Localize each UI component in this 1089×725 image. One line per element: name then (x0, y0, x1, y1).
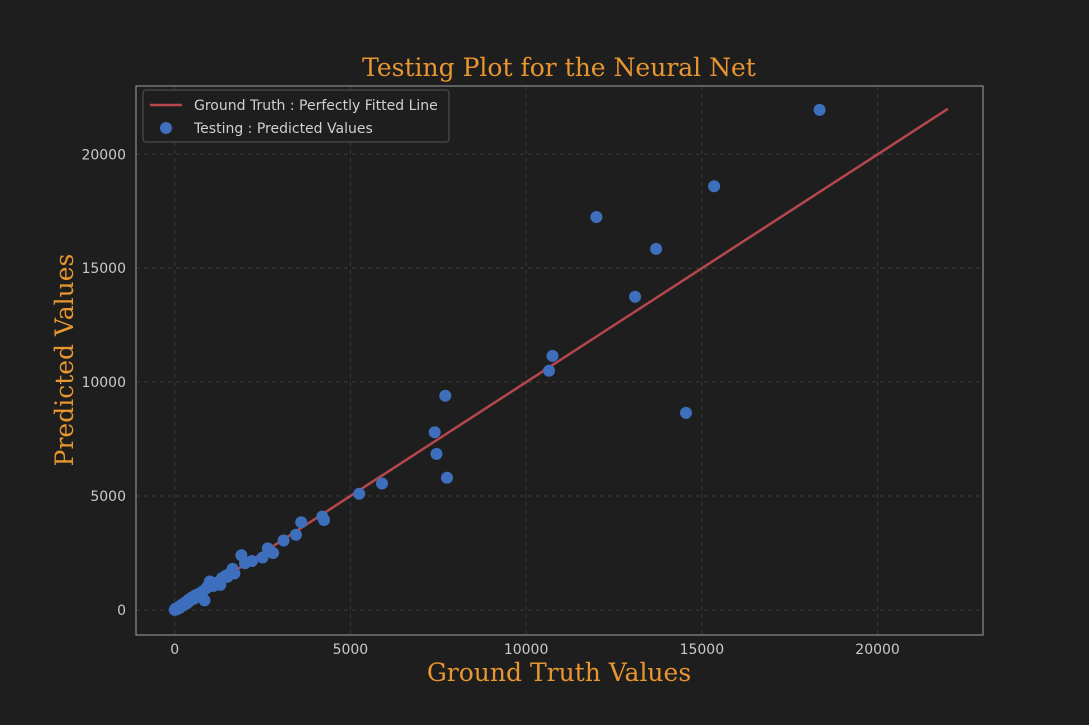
x-tick-label: 0 (170, 642, 179, 658)
data-point (428, 426, 441, 439)
data-points (168, 103, 826, 616)
data-point (813, 103, 826, 116)
x-axis-label: Ground Truth Values (427, 658, 691, 687)
data-point (543, 364, 555, 377)
data-point (439, 389, 452, 402)
data-point (376, 477, 388, 490)
y-tick-label: 20000 (81, 147, 126, 163)
data-point (295, 516, 308, 529)
data-point (267, 547, 280, 559)
legend: Ground Truth : Perfectly Fitted Line Tes… (142, 89, 450, 143)
data-point (546, 349, 559, 362)
data-point (650, 242, 663, 255)
chart-title: Testing Plot for the Neural Net (362, 53, 756, 82)
y-tick-label: 10000 (81, 375, 126, 391)
data-point (353, 487, 366, 500)
plot-frame (135, 85, 984, 636)
data-point (277, 534, 290, 547)
data-point (228, 567, 241, 580)
data-point (441, 471, 453, 484)
x-tick-label: 15000 (680, 642, 725, 658)
data-point (680, 406, 692, 419)
y-tick-label: 15000 (81, 261, 126, 277)
data-point (318, 514, 330, 526)
legend-label-predicted: Testing : Predicted Values (193, 121, 373, 137)
legend-box (142, 89, 450, 143)
data-point (629, 290, 642, 303)
y-axis-label: Predicted Values (50, 254, 79, 467)
legend-marker-swatch (160, 122, 172, 134)
tick-labels: 0 5000 10000 15000 20000 0 5000 10000 15000 20000 (81, 147, 899, 658)
x-tick-label: 10000 (504, 642, 549, 658)
y-tick-label: 0 (117, 603, 126, 619)
data-point (198, 594, 211, 607)
y-tick-label: 5000 (90, 489, 126, 505)
x-tick-label: 5000 (333, 642, 369, 658)
data-point (256, 551, 269, 564)
data-point (246, 555, 258, 567)
x-tick-label: 20000 (855, 642, 900, 658)
data-point (430, 447, 443, 460)
grid-lines (136, 86, 983, 635)
data-point (289, 528, 302, 541)
legend-label-fit-line: Ground Truth : Perfectly Fitted Line (194, 98, 438, 114)
data-point (590, 211, 603, 223)
data-point (708, 180, 721, 193)
